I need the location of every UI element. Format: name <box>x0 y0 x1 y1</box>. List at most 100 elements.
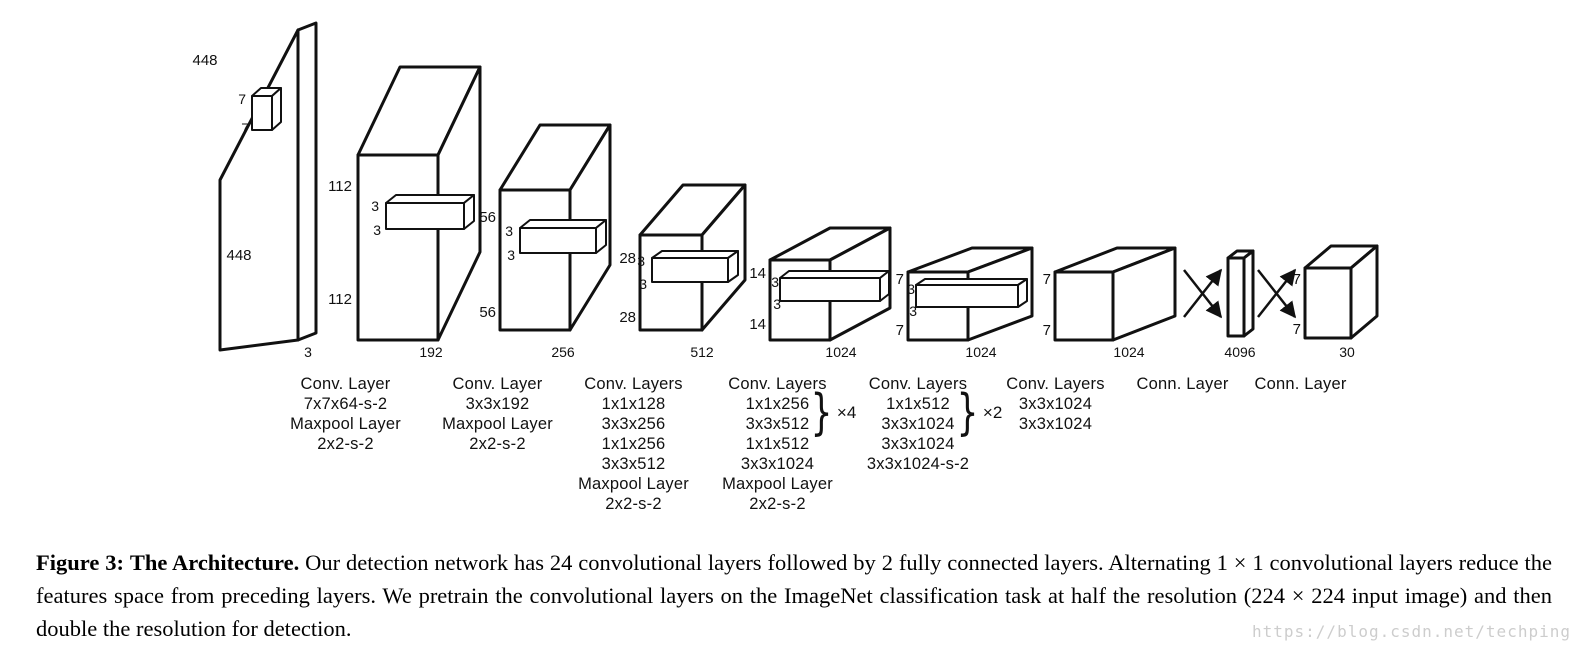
fc-cross-arrows-1 <box>1183 268 1223 319</box>
layer-desc-col-6: Conv. Layers 3x3x1024 3x3x1024 <box>978 374 1133 434</box>
feature-map-box-2 <box>498 123 612 332</box>
filter-slab-4 <box>779 270 890 302</box>
box3-filter-top-label: 3 <box>637 253 645 269</box>
layer-line: 1x1x128 <box>601 395 666 413</box>
filter-slab-1 <box>385 194 475 230</box>
layer-line: 1x1x256 <box>745 395 810 413</box>
layer-line: 1x1x512 <box>886 395 950 413</box>
layer-desc-col-5: Conv. Layers 1x1x512 3x3x1024 3x3x1024 3… <box>838 374 998 474</box>
input-filter-bottom-label: 7 <box>241 120 249 136</box>
box1-filter-bottom-label: 3 <box>373 222 381 238</box>
architecture-diagram: 448 448 3 7 7 112 112 192 3 3 56 56 256 … <box>192 21 1379 360</box>
box4-size-bottom-label: 14 <box>749 316 766 333</box>
box4-filter-bottom-label: 3 <box>773 296 781 312</box>
box2-filter-top-label: 3 <box>505 223 513 239</box>
box1-filter-top-label: 3 <box>371 198 379 214</box>
fc-vector-channels-label: 4096 <box>1224 344 1255 360</box>
repeat-count-x4: ×4 <box>836 403 857 422</box>
box1-size-top-label: 112 <box>328 178 352 195</box>
filter-slab-2 <box>519 219 607 254</box>
box5-filter-bottom-label: 3 <box>909 303 917 319</box>
box6-size-bottom-label: 7 <box>1043 322 1051 339</box>
fc-vector-slab <box>1226 249 1255 338</box>
watermark-url: https://blog.csdn.net/techping <box>1252 622 1571 641</box>
layer-desc-col-3: Conv. Layers 1x1x128 3x3x256 1x1x256 3x3… <box>556 374 711 514</box>
layer-line: 3x3x512 <box>745 415 810 433</box>
output-tensor-box <box>1303 244 1379 340</box>
layer-desc-col-2: Conv. Layer 3x3x192 Maxpool Layer 2x2-s-… <box>420 374 575 454</box>
layer-title: Conv. Layers <box>868 375 968 393</box>
output-channels-label: 30 <box>1339 344 1355 360</box>
output-size-bottom-label: 7 <box>1293 321 1301 338</box>
repeat-group-x2: } ×2 <box>956 385 1003 440</box>
layer-title: Conv. Layers <box>1006 375 1105 393</box>
layer-line: 3x3x192 <box>465 395 530 413</box>
layer-line: 1x1x512 <box>745 435 810 453</box>
layer-title: Conv. Layer <box>300 375 391 393</box>
box1-channels-label: 192 <box>419 344 443 360</box>
layer-title: Conv. Layers <box>728 375 827 393</box>
box6-size-top-label: 7 <box>1043 271 1051 288</box>
layer-line: 3x3x1024-s-2 <box>866 455 970 473</box>
layer-line: 1x1x256 <box>601 435 666 453</box>
box6-channels-label: 1024 <box>1113 344 1144 360</box>
box4-channels-label: 1024 <box>825 344 856 360</box>
layer-title: Conn. Layer <box>1136 375 1229 393</box>
layer-line: 2x2-s-2 <box>469 435 526 453</box>
box5-size-bottom-label: 7 <box>896 322 904 339</box>
input-image-slab <box>218 21 318 352</box>
layer-line: 3x3x1024 <box>1018 395 1093 413</box>
box4-filter-top-label: 3 <box>771 274 779 290</box>
box2-size-bottom-label: 56 <box>479 304 496 321</box>
layer-line: 2x2-s-2 <box>605 495 662 513</box>
caption-label: Figure 3: <box>36 550 124 575</box>
layer-desc-col-1: Conv. Layer 7x7x64-s-2 Maxpool Layer 2x2… <box>268 374 423 454</box>
layer-desc-col-8: Conn. Layer <box>1238 374 1363 394</box>
layer-title: Conn. Layer <box>1254 375 1347 393</box>
layer-line: 2x2-s-2 <box>749 495 806 513</box>
layer-line: 3x3x512 <box>601 455 666 473</box>
box5-filter-top-label: 3 <box>907 281 915 297</box>
box3-size-bottom-label: 28 <box>619 309 636 326</box>
box3-filter-bottom-label: 3 <box>639 276 647 292</box>
filter-slab-3 <box>651 250 739 283</box>
box5-size-top-label: 7 <box>896 271 904 288</box>
input-filter-top-label: 7 <box>238 91 246 107</box>
input-filter-cube <box>251 87 282 131</box>
layer-line: 3x3x1024 <box>881 415 955 433</box>
box2-size-top-label: 56 <box>479 209 496 226</box>
layer-line: Maxpool Layer <box>722 475 833 493</box>
layer-desc-col-4: Conv. Layers 1x1x256 3x3x512 1x1x512 3x3… <box>700 374 855 514</box>
box2-channels-label: 256 <box>551 344 575 360</box>
layer-line: 3x3x256 <box>601 415 666 433</box>
layer-line: 3x3x1024 <box>881 435 955 453</box>
layer-line: 2x2-s-2 <box>317 435 374 453</box>
box3-channels-label: 512 <box>690 344 714 360</box>
layer-line: Maxpool Layer <box>578 475 689 493</box>
layer-line: 3x3x1024 <box>1018 415 1093 433</box>
brace-icon: } <box>810 385 833 441</box>
fc-cross-arrows-2 <box>1257 268 1297 319</box>
box5-channels-label: 1024 <box>965 344 996 360</box>
box1-size-bottom-label: 112 <box>328 291 352 308</box>
input-size-left-label: 448 <box>226 247 251 264</box>
feature-map-box-1 <box>356 65 482 342</box>
layer-line: Maxpool Layer <box>442 415 553 433</box>
box3-size-top-label: 28 <box>619 250 636 267</box>
layer-desc-col-7: Conn. Layer <box>1120 374 1245 394</box>
caption-title: The Architecture. <box>129 550 300 575</box>
layer-line: Maxpool Layer <box>290 415 401 433</box>
repeat-group-x4: } ×4 <box>810 385 857 440</box>
box4-size-top-label: 14 <box>749 265 766 282</box>
layer-title: Conv. Layer <box>452 375 543 393</box>
layer-title: Conv. Layers <box>584 375 683 393</box>
output-size-top-label: 7 <box>1293 271 1301 288</box>
feature-map-box-6 <box>1053 246 1177 342</box>
repeat-count-x2: ×2 <box>982 403 1003 422</box>
caption-body: Our detection network has 24 convolution… <box>36 550 1553 641</box>
brace-icon: } <box>956 385 979 441</box>
filter-slab-5 <box>915 278 1028 308</box>
layer-line: 3x3x1024 <box>740 455 815 473</box>
box2-filter-bottom-label: 3 <box>507 247 515 263</box>
input-depth-label: 3 <box>304 344 312 360</box>
